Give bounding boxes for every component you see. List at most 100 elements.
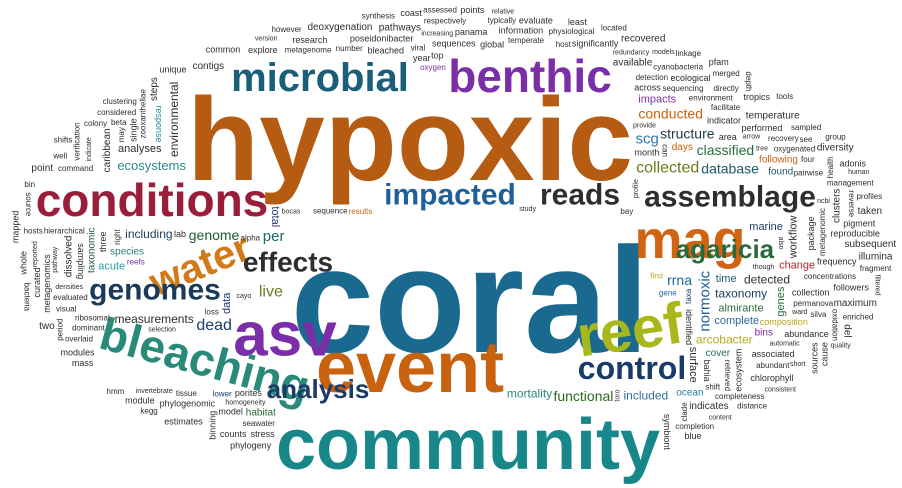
word-indicate: indicate [86, 137, 93, 161]
word-oxygenated: oxygenated [774, 145, 815, 154]
word-scg: scg [635, 130, 658, 147]
word-gene: gene [659, 288, 677, 297]
word-sequence: sequence [313, 206, 348, 215]
word-models: models [652, 49, 675, 56]
word-detection: detection [636, 73, 668, 82]
word-live: live [259, 283, 283, 300]
word-reefs: reefs [127, 257, 145, 266]
word-ecosystems: ecosystems [117, 158, 186, 173]
word-followers: followers [833, 283, 869, 293]
word-associated: associated [752, 349, 795, 359]
word-clade: clade [680, 402, 689, 422]
word-arrow: arrow [743, 133, 761, 140]
word-month: month [635, 148, 660, 158]
word-temperate: temperate [508, 36, 545, 45]
word-following: following [759, 154, 798, 165]
word-cover: cover [706, 348, 731, 359]
word-community: community [276, 405, 660, 485]
word-bahia: bahia [702, 360, 712, 382]
word-health: health [826, 156, 835, 178]
word-colony: colony [84, 119, 107, 128]
word-almirante: almirante [718, 303, 763, 315]
word-point: point [31, 163, 53, 174]
word-see: see [800, 135, 813, 144]
word-however: however [271, 25, 302, 34]
word-automatic: automatic [769, 340, 800, 347]
word-frequency: frequency [817, 256, 857, 266]
word-conditions: conditions [36, 174, 269, 226]
word-depth: depth [744, 71, 753, 91]
word-metagenomics: metagenomics [42, 254, 52, 313]
word-package: package [806, 216, 816, 250]
word-concentrations: concentrations [804, 272, 856, 281]
word-invertebrate: invertebrate [136, 388, 173, 395]
word-complete: complete [714, 315, 759, 327]
word-event: event [316, 328, 504, 408]
word-sequencing: sequencing [663, 84, 704, 93]
word-environmental: environmental [167, 82, 181, 157]
word-bins: bins [755, 328, 773, 339]
word-ncbi: ncbi [817, 198, 830, 205]
word-agaricia: agaricia [676, 234, 775, 264]
word-seawater: seawater [242, 419, 275, 428]
word-cayo: cayo [237, 293, 252, 300]
word-retrieved: retrieved [723, 360, 732, 391]
word-mortality: mortality [507, 386, 552, 400]
word-found: found [768, 167, 793, 178]
word-viral: viral [411, 44, 426, 53]
word-profiles: profiles [856, 192, 882, 201]
word-collected: collected [636, 159, 699, 176]
word-phylogenomic: phylogenomic [160, 398, 216, 408]
word-tools: tools [776, 92, 793, 101]
word-version: version [255, 36, 278, 43]
word-physiological: physiological [549, 27, 595, 36]
word-oxidation: oxidation [831, 309, 840, 341]
word-bay: bay [620, 207, 633, 216]
word-illumina: illumina [859, 251, 893, 262]
word-metagenome: metagenome [285, 46, 332, 55]
word-lower: lower [213, 389, 232, 398]
word-increasing: increasing [421, 30, 453, 37]
word-marine: marine [749, 221, 783, 233]
word-included: included [623, 388, 668, 402]
word-counts: counts [220, 429, 247, 439]
word-may: may [117, 127, 126, 142]
word-available: available [613, 58, 653, 69]
word-model: model [218, 406, 243, 416]
word-four: four [801, 155, 815, 164]
word-mass: mass [72, 358, 94, 368]
word-quality: quality [831, 343, 852, 350]
word-mag: mag [634, 210, 745, 270]
word-explore: explore [248, 45, 278, 55]
word-conducted: conducted [638, 106, 703, 122]
word-beta: beta [111, 118, 127, 127]
word-taxonomy: taxonomy [715, 286, 767, 300]
word-analyses: analyses [118, 143, 162, 155]
word-reef: reef [573, 290, 688, 369]
word-rrna: rrna [667, 272, 692, 288]
word-analysis: analysis [267, 374, 370, 404]
word-habitat: habitat [246, 408, 276, 419]
word-reported: reported [32, 241, 39, 267]
word-zooxanthellae: zooxanthellae [139, 89, 148, 139]
word-abundance: abundance [784, 329, 829, 339]
word-significantly: significantly [572, 38, 619, 48]
word-number: number [336, 44, 363, 53]
word-loss: loss [205, 308, 219, 317]
word-selection: selection [148, 327, 176, 334]
word-pigment: pigment [843, 218, 876, 228]
word-oxygen: oxygen [420, 63, 446, 72]
word-modules: modules [61, 347, 96, 357]
word-alpha: alpha [241, 234, 261, 243]
word-tropics: tropics [744, 92, 771, 102]
word-recovery: recovery [768, 134, 799, 143]
word-response: response [154, 105, 164, 142]
word-source: source [24, 192, 33, 217]
word-sequences: sequences [432, 38, 476, 48]
word-two: two [39, 321, 55, 332]
word-indicator: indicator [707, 115, 741, 125]
word-well: well [52, 152, 67, 161]
word-caribbean: caribbean [102, 128, 113, 172]
word-distance: distance [737, 402, 767, 411]
word-collection: collection [792, 287, 830, 297]
